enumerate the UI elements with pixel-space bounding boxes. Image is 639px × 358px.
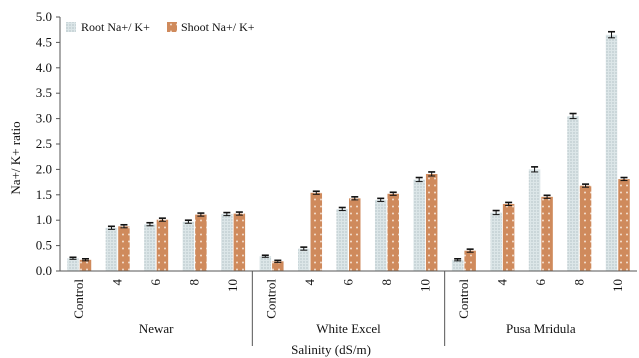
x-tick-label: 6 (341, 279, 356, 286)
y-axis-title: Na+/ K+ ratio (8, 121, 23, 194)
legend-label-shoot: Shoot Na+/ K+ (181, 20, 255, 34)
y-tick-label: 4.0 (36, 60, 52, 75)
x-tick-label: Control (264, 279, 279, 319)
x-tick-label: 6 (533, 279, 548, 286)
x-tick-label: 10 (610, 279, 625, 292)
legend-label-root: Root Na+/ K+ (81, 20, 150, 34)
bar-shoot (233, 213, 246, 271)
bar-shoot (310, 192, 323, 271)
bars (67, 30, 630, 271)
bar-root (105, 227, 118, 271)
y-tick-label: 3.0 (36, 111, 52, 126)
y-tick-label: 1.0 (36, 212, 52, 227)
x-tick-label: 8 (379, 279, 394, 286)
bar-shoot (272, 261, 284, 271)
bar-shoot (464, 250, 476, 271)
x-tick-label: Control (456, 279, 471, 319)
bar-shoot (195, 214, 207, 271)
legend-swatch-root (66, 22, 76, 32)
x-tick-label: 4 (110, 279, 125, 286)
y-tick-label: 0.5 (36, 238, 52, 253)
group-label: White Excel (316, 321, 381, 336)
y-tick-label: 3.5 (36, 85, 52, 100)
x-tick-label: 8 (571, 279, 586, 286)
bar-shoot (502, 203, 515, 271)
x-tick-label: Control (71, 279, 86, 319)
bar-root (413, 179, 425, 271)
legend-swatch-shoot (167, 22, 177, 32)
bar-root (259, 256, 272, 271)
bar-shoot (579, 185, 592, 271)
bar-root (374, 199, 387, 271)
x-tick-label: 10 (225, 279, 240, 292)
bar-root (528, 169, 541, 271)
group-label: Newar (139, 321, 174, 336)
bar-shoot (618, 179, 630, 271)
bar-shoot (425, 173, 438, 271)
bar-root (298, 248, 310, 271)
legend: Root Na+/ K+ Shoot Na+/ K+ (66, 20, 255, 34)
bar-root (605, 34, 618, 271)
bar-root (182, 221, 195, 271)
bar-root (490, 212, 502, 271)
bar-shoot (118, 226, 130, 271)
bar-shoot (541, 196, 553, 271)
y-tick-label: 2.0 (36, 161, 52, 176)
bar-root (336, 209, 348, 271)
y-axis: 0.0 0.5 1.0 1.5 2.0 2.5 3.0 3.5 4.0 4.5 5.0 (36, 9, 61, 278)
x-tick-label: 10 (417, 279, 432, 292)
bar-root (451, 259, 464, 271)
bar-shoot (156, 219, 169, 271)
y-tick-label: 0.0 (36, 263, 52, 278)
x-axis-title: Salinity (dS/m) (291, 342, 371, 357)
x-tick-label: 4 (494, 279, 509, 286)
x-tick-label: 8 (187, 279, 202, 286)
bar-root (567, 116, 579, 271)
x-tick-label: 6 (148, 279, 163, 286)
bar-root (67, 258, 79, 271)
group-label: Pusa Mridula (506, 321, 576, 336)
y-tick-label: 5.0 (36, 9, 52, 24)
bar-root (221, 214, 233, 271)
x-axis: Control 4 6 8 10 Newar Control 4 6 8 10 White Excel… (60, 270, 637, 346)
y-tick-label: 1.5 (36, 187, 52, 202)
x-tick-label: 4 (302, 279, 317, 286)
bar-shoot (349, 198, 361, 271)
bar-shoot (387, 193, 399, 271)
bar-root (144, 224, 156, 271)
y-tick-label: 2.5 (36, 136, 52, 151)
bar-shoot (79, 259, 92, 271)
y-tick-label: 4.5 (36, 34, 52, 49)
